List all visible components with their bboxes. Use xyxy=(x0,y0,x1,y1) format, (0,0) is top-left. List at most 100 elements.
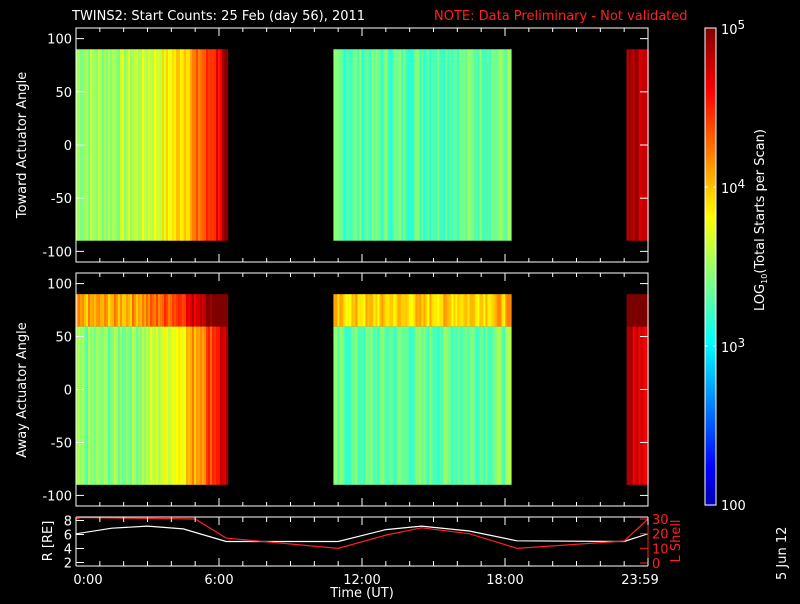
heatmap-cell xyxy=(405,294,408,327)
heatmap-cell xyxy=(341,326,344,485)
heatmap-cell xyxy=(94,49,97,241)
heatmap-cell xyxy=(182,294,185,327)
heatmap-cell xyxy=(204,326,207,485)
heatmap-cell xyxy=(80,326,83,485)
heatmap-cell xyxy=(156,294,159,327)
colorbar-cell xyxy=(705,242,716,245)
heatmap-cell xyxy=(120,49,123,241)
heatmap-cell xyxy=(411,49,414,241)
heatmap-cell xyxy=(419,294,422,327)
heatmap-cell xyxy=(367,49,370,241)
heatmap-cell xyxy=(178,49,181,241)
heatmap-cell xyxy=(399,49,402,241)
heatmap-cell xyxy=(477,294,480,327)
heatmap-cell xyxy=(172,294,175,327)
lshell-tick-label: 0 xyxy=(652,557,660,572)
colorbar-cell xyxy=(705,78,716,81)
heatmap-cell xyxy=(84,326,87,485)
heatmap-cell xyxy=(98,49,101,241)
colorbar-cell xyxy=(705,240,716,243)
heatmap-cell xyxy=(405,326,408,485)
y-tick-label: 0 xyxy=(64,384,72,399)
heatmap-cell xyxy=(457,49,460,241)
heatmap-cell xyxy=(421,326,424,485)
heatmap-cell xyxy=(381,49,384,241)
heatmap-cell xyxy=(636,294,639,327)
lshell-tick-label: 30 xyxy=(652,513,669,528)
heatmap-cell xyxy=(395,49,398,241)
heatmap-cell xyxy=(104,294,107,327)
heatmap-cell xyxy=(423,326,426,485)
heatmap-cell xyxy=(509,294,512,327)
colorbar-cell xyxy=(705,304,716,307)
heatmap-cell xyxy=(92,294,95,327)
heatmap-cell xyxy=(433,294,436,327)
colorbar-cell xyxy=(705,266,716,269)
colorbar-cell xyxy=(705,308,716,311)
colorbar-cell xyxy=(705,258,716,261)
heatmap-cell xyxy=(158,49,161,241)
colorbar-cell xyxy=(705,206,716,209)
heatmap-cell xyxy=(353,326,356,485)
heatmap-cell xyxy=(489,294,492,327)
lshell-tick-label: 10 xyxy=(652,542,669,557)
heatmap-cell xyxy=(351,326,354,485)
colorbar-cell xyxy=(705,48,716,51)
heatmap-cell xyxy=(383,326,386,485)
heatmap-cell xyxy=(479,294,482,327)
colorbar-cell xyxy=(705,260,716,263)
colorbar-cell xyxy=(705,68,716,71)
heatmap-cell xyxy=(100,294,103,327)
colorbar-cell xyxy=(705,30,716,33)
colorbar-cell xyxy=(705,158,716,161)
heatmap-cell xyxy=(146,49,149,241)
colorbar-cell xyxy=(705,340,716,343)
heatmap-cell xyxy=(469,326,472,485)
colorbar-cell xyxy=(705,84,716,87)
colorbar-cell xyxy=(705,372,716,375)
colorbar-cell xyxy=(705,250,716,253)
heatmap-cell xyxy=(132,49,135,241)
heatmap-cell xyxy=(202,326,205,485)
heatmap-cell xyxy=(116,294,119,327)
heatmap-cell xyxy=(78,326,81,485)
colorbar-cell xyxy=(705,502,716,505)
heatmap-cell xyxy=(170,326,173,485)
heatmap-cell xyxy=(393,49,396,241)
heatmap-cell xyxy=(493,326,496,485)
heatmap-cell xyxy=(333,326,336,485)
colorbar-cell xyxy=(705,476,716,479)
heatmap-cell xyxy=(126,294,129,327)
heatmap-cell xyxy=(210,294,213,327)
colorbar-cell xyxy=(705,500,716,503)
colorbar-cell xyxy=(705,446,716,449)
heatmap-cell xyxy=(403,294,406,327)
colorbar-cell xyxy=(705,394,716,397)
heatmap-cell xyxy=(483,294,486,327)
colorbar-cell xyxy=(705,356,716,359)
heatmap-cell xyxy=(349,294,352,327)
colorbar-cell xyxy=(705,328,716,331)
colorbar-cell xyxy=(705,296,716,299)
heatmap-cell xyxy=(194,49,197,241)
colorbar-cell xyxy=(705,332,716,335)
heatmap-cell xyxy=(335,294,338,327)
colorbar-cell xyxy=(705,374,716,377)
heatmap-cell xyxy=(90,326,93,485)
colorbar-cell xyxy=(705,310,716,313)
heatmap-cell xyxy=(339,49,342,241)
heatmap-cell xyxy=(429,49,432,241)
heatmap-cell xyxy=(395,326,398,485)
heatmap-cell xyxy=(367,294,370,327)
heatmap-cell xyxy=(150,49,153,241)
heatmap-cell xyxy=(459,294,462,327)
heatmap-cell xyxy=(453,294,456,327)
heatmap-cell xyxy=(419,326,422,485)
colorbar-cell xyxy=(705,66,716,69)
heatmap-cell xyxy=(188,326,191,485)
colorbar-cell xyxy=(705,466,716,469)
colorbar-cell xyxy=(705,98,716,101)
heatmap-cell xyxy=(222,326,225,485)
heatmap-cell xyxy=(351,49,354,241)
colorbar-cell xyxy=(705,172,716,175)
